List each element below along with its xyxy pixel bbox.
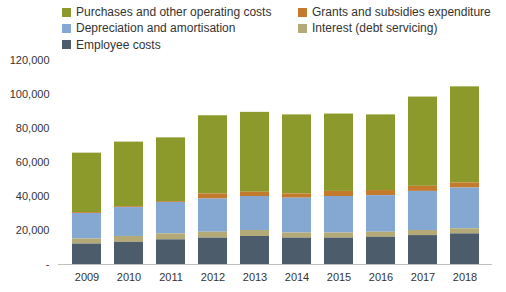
svg-text:2018: 2018 xyxy=(453,271,477,283)
svg-text:2011: 2011 xyxy=(159,271,183,283)
svg-text:2017: 2017 xyxy=(411,271,435,283)
svg-text:2013: 2013 xyxy=(243,271,267,283)
svg-text:40,000: 40,000 xyxy=(16,190,50,202)
svg-text:80,000: 80,000 xyxy=(16,122,50,134)
svg-text:2014: 2014 xyxy=(285,271,309,283)
svg-text:2015: 2015 xyxy=(327,271,351,283)
svg-text:120,000: 120,000 xyxy=(10,54,50,66)
svg-text:2016: 2016 xyxy=(369,271,393,283)
html-text:Employee costs: Employee costs xyxy=(76,37,161,52)
html-text:Interest (debt servicing): Interest (debt servicing) xyxy=(312,21,438,36)
svg-text:2010: 2010 xyxy=(117,271,141,283)
svg-text:2009: 2009 xyxy=(75,271,99,283)
html-text:Purchases and other operating: Purchases and other operating costs xyxy=(76,5,272,20)
html-text:Grants and subsidies expenditu: Grants and subsidies expenditure xyxy=(312,5,491,20)
svg-text:-: - xyxy=(46,258,50,270)
svg-text:2012: 2012 xyxy=(201,271,225,283)
svg-text:20,000: 20,000 xyxy=(16,224,50,236)
svg-text:100,000: 100,000 xyxy=(10,88,50,100)
svg-text:60,000: 60,000 xyxy=(16,156,50,168)
html-text:Depreciation and amortisation: Depreciation and amortisation xyxy=(76,21,236,36)
